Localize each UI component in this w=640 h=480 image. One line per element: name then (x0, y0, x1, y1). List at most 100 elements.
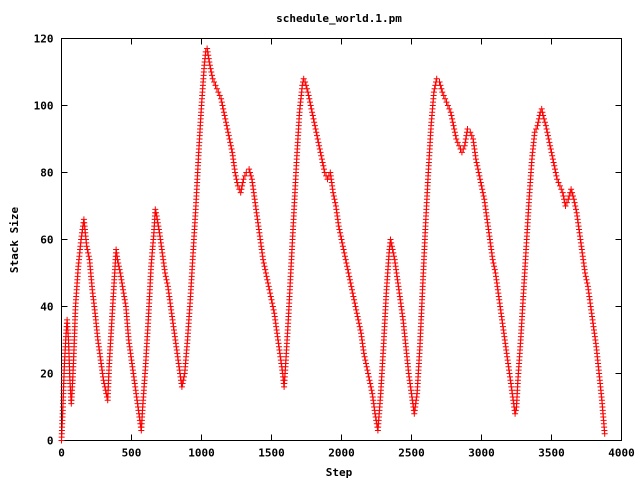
data-point (306, 95, 313, 102)
data-point (389, 246, 396, 253)
data-point (540, 112, 547, 119)
data-point (547, 142, 554, 149)
data-point (163, 276, 170, 283)
data-point (162, 270, 169, 276)
data-point (491, 263, 498, 270)
data-point (228, 146, 235, 153)
data-point (337, 233, 344, 240)
data-point (313, 129, 320, 136)
data-point (215, 89, 222, 96)
data-point (464, 125, 471, 132)
data-point (239, 182, 246, 189)
data-point (346, 276, 353, 283)
data-point (264, 276, 271, 283)
data-point (570, 196, 577, 203)
data-point (209, 72, 215, 79)
data-point (454, 139, 461, 146)
data-point (550, 159, 557, 166)
data-point (155, 223, 162, 230)
data-point (573, 206, 579, 213)
data-point (223, 119, 229, 126)
data-point (546, 139, 553, 146)
data-point (115, 263, 122, 270)
data-point (207, 65, 214, 72)
data-point (472, 156, 479, 163)
data-point (443, 99, 450, 106)
data-point (261, 263, 268, 270)
data-point (349, 286, 355, 293)
y-axis-label: Stack Size (8, 207, 21, 274)
data-point (262, 266, 269, 273)
x-tick-label: 500 (122, 447, 142, 460)
data-point (430, 89, 437, 96)
data-point (247, 169, 254, 176)
data-point (340, 246, 347, 253)
data-point (222, 115, 229, 122)
data-point (468, 132, 475, 139)
data-point (220, 109, 227, 116)
data-point (240, 176, 247, 183)
data-point (440, 92, 447, 99)
data-point (368, 387, 375, 394)
x-tick-label: 2000 (328, 447, 355, 460)
data-point (205, 55, 212, 62)
data-point (569, 192, 576, 199)
data-point (345, 270, 352, 276)
data-point (451, 125, 458, 132)
data-point (338, 236, 345, 243)
data-point (227, 139, 234, 146)
x-tick-label: 4000 (608, 447, 635, 460)
data-point (512, 407, 519, 414)
data-point (351, 296, 358, 303)
data-point (553, 172, 560, 179)
data-point (225, 129, 232, 136)
data-point (571, 199, 578, 206)
data-points (58, 45, 608, 444)
data-point (260, 256, 267, 263)
y-tick-label: 60 (40, 234, 53, 247)
data-point (239, 179, 246, 186)
data-point (531, 129, 538, 136)
data-point (436, 79, 443, 86)
data-point (312, 125, 319, 132)
data-point (307, 99, 313, 106)
data-point (535, 119, 542, 126)
data-point (336, 226, 343, 233)
data-point (122, 300, 129, 307)
data-point (347, 280, 354, 287)
y-tick-label: 80 (40, 167, 53, 180)
data-point (178, 383, 185, 390)
data-point (262, 270, 269, 276)
data-point (267, 293, 274, 300)
data-point (211, 79, 218, 86)
data-point (444, 102, 451, 109)
data-point (391, 253, 397, 260)
data-point (563, 199, 570, 206)
data-point (446, 105, 453, 112)
data-point (206, 58, 213, 65)
x-tick-label: 2500 (398, 447, 425, 460)
data-point (227, 142, 234, 149)
data-point (560, 192, 567, 199)
data-point (319, 159, 326, 166)
data-point (547, 146, 554, 153)
data-point (205, 52, 212, 59)
data-point (225, 132, 232, 139)
data-point (538, 105, 545, 112)
data-point (476, 172, 483, 179)
data-point (556, 182, 563, 189)
data-point (269, 303, 276, 310)
data-point (461, 142, 468, 149)
data-point (367, 383, 374, 390)
data-point (118, 276, 125, 283)
data-point (310, 115, 317, 122)
data-point (180, 377, 187, 384)
data-point (353, 310, 360, 317)
data-point (467, 129, 474, 136)
data-point (220, 105, 227, 112)
data-point (442, 95, 449, 102)
data-point (332, 199, 339, 206)
data-point (583, 276, 590, 283)
data-point (304, 89, 311, 96)
